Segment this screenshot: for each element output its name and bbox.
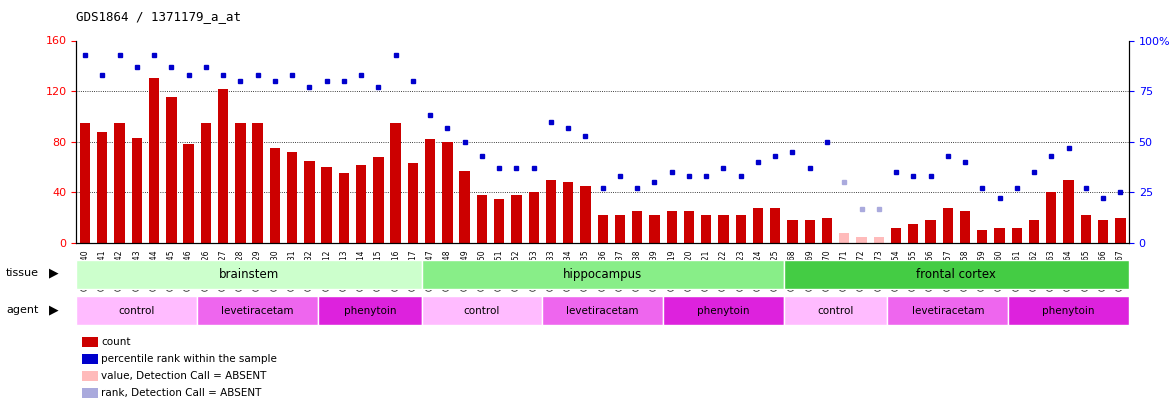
Bar (667, 211, 677, 243)
Text: levetiracetam: levetiracetam (911, 306, 984, 316)
Bar (719, 215, 729, 243)
Bar (76, 260, 421, 289)
Bar (770, 207, 781, 243)
Bar (546, 180, 556, 243)
Bar (421, 260, 784, 289)
Text: ▶: ▶ (49, 267, 59, 280)
Bar (390, 123, 401, 243)
Bar (960, 211, 970, 243)
Bar (512, 195, 522, 243)
Bar (321, 167, 332, 243)
Text: brainstem: brainstem (219, 268, 279, 281)
Bar (494, 199, 505, 243)
Bar (784, 260, 1129, 289)
Text: ▶: ▶ (49, 303, 59, 316)
Bar (235, 123, 246, 243)
Bar (408, 163, 419, 243)
Bar (476, 195, 487, 243)
Text: count: count (101, 337, 131, 347)
Bar (183, 144, 194, 243)
Text: control: control (817, 306, 854, 316)
Bar (632, 211, 642, 243)
Bar (76, 296, 198, 326)
Bar (287, 152, 298, 243)
Bar (114, 123, 125, 243)
Text: hippocampus: hippocampus (563, 268, 642, 281)
Bar (1008, 296, 1129, 326)
Bar (888, 296, 1008, 326)
Bar (683, 211, 694, 243)
Text: tissue: tissue (6, 269, 39, 278)
Bar (804, 220, 815, 243)
Bar (615, 215, 626, 243)
Bar (528, 192, 539, 243)
Bar (891, 228, 901, 243)
Bar (1011, 228, 1022, 243)
Bar (1115, 218, 1125, 243)
Bar (460, 171, 470, 243)
Bar (856, 237, 867, 243)
Text: levetiracetam: levetiracetam (567, 306, 639, 316)
Bar (943, 207, 953, 243)
Bar (339, 173, 349, 243)
Text: phenytoin: phenytoin (1042, 306, 1095, 316)
Bar (201, 123, 211, 243)
Bar (995, 228, 1004, 243)
Text: control: control (119, 306, 155, 316)
Bar (840, 233, 849, 243)
Bar (784, 296, 888, 326)
Bar (269, 148, 280, 243)
Text: levetiracetam: levetiracetam (221, 306, 294, 316)
Bar (356, 164, 366, 243)
Bar (318, 296, 421, 326)
Bar (253, 123, 262, 243)
Bar (1098, 220, 1108, 243)
Bar (787, 220, 797, 243)
Bar (735, 215, 746, 243)
Text: rank, Detection Call = ABSENT: rank, Detection Call = ABSENT (101, 388, 261, 398)
Bar (542, 296, 663, 326)
Bar (442, 142, 453, 243)
Text: value, Detection Call = ABSENT: value, Detection Call = ABSENT (101, 371, 267, 381)
Bar (305, 161, 314, 243)
Text: agent: agent (6, 305, 39, 315)
Bar (132, 138, 142, 243)
Bar (1081, 215, 1091, 243)
Bar (926, 220, 936, 243)
Bar (977, 230, 988, 243)
Bar (822, 218, 833, 243)
Bar (218, 89, 228, 243)
Text: control: control (463, 306, 500, 316)
Bar (1029, 220, 1040, 243)
Bar (1063, 180, 1074, 243)
Bar (580, 186, 590, 243)
Bar (649, 215, 660, 243)
Bar (166, 98, 176, 243)
Bar (198, 296, 318, 326)
Text: phenytoin: phenytoin (697, 306, 750, 316)
Bar (373, 157, 383, 243)
Text: GDS1864 / 1371179_a_at: GDS1864 / 1371179_a_at (76, 10, 241, 23)
Bar (563, 182, 574, 243)
Text: percentile rank within the sample: percentile rank within the sample (101, 354, 278, 364)
Bar (874, 237, 884, 243)
Text: frontal cortex: frontal cortex (916, 268, 996, 281)
Bar (753, 207, 763, 243)
Bar (701, 215, 711, 243)
Bar (425, 139, 435, 243)
Bar (149, 79, 159, 243)
Bar (80, 123, 91, 243)
Bar (597, 215, 608, 243)
Text: phenytoin: phenytoin (343, 306, 396, 316)
Bar (1047, 192, 1056, 243)
Bar (98, 132, 107, 243)
Bar (421, 296, 542, 326)
Bar (663, 296, 784, 326)
Bar (908, 224, 918, 243)
